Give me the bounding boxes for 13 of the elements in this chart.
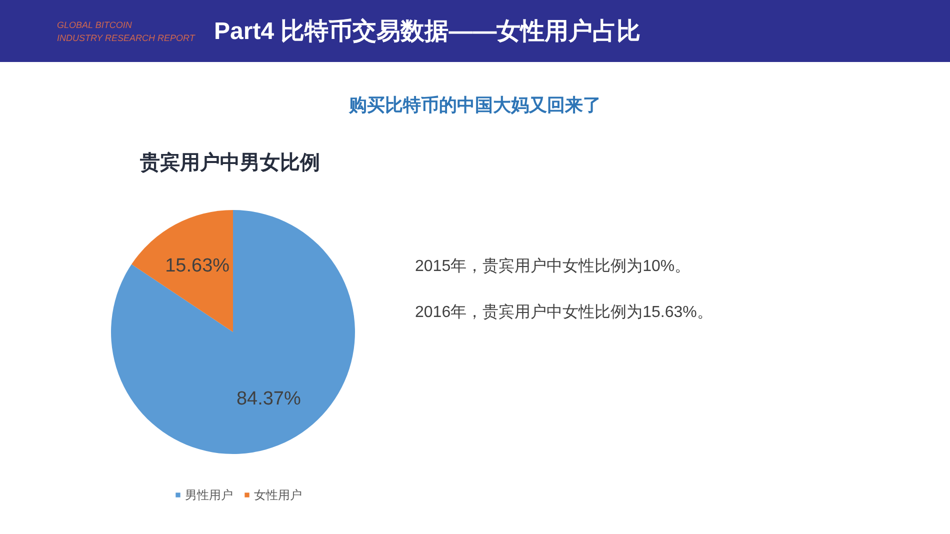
pie-slice — [132, 210, 233, 332]
data-label: 15.63% — [165, 255, 230, 276]
text: 购买比特币的中国大妈又回来了 — [348, 95, 601, 115]
legend-label: 女性用户 — [254, 488, 302, 502]
text: Part4 比特币交易数据——女性用户占比 — [214, 18, 641, 45]
text: GLOBAL BITCOIN — [57, 20, 132, 30]
pie-slice — [111, 210, 355, 454]
text: 2016年，贵宾用户中女性比例为15.63%。 — [415, 303, 713, 321]
chart-title: 贵宾用户中男女比例 — [139, 151, 320, 174]
text: INDUSTRY RESEARCH REPORT — [57, 33, 196, 43]
data-label: 84.37% — [236, 388, 301, 410]
legend-label: 男性用户 — [185, 488, 233, 502]
text: 2015年，贵宾用户中女性比例为10%。 — [415, 257, 691, 275]
